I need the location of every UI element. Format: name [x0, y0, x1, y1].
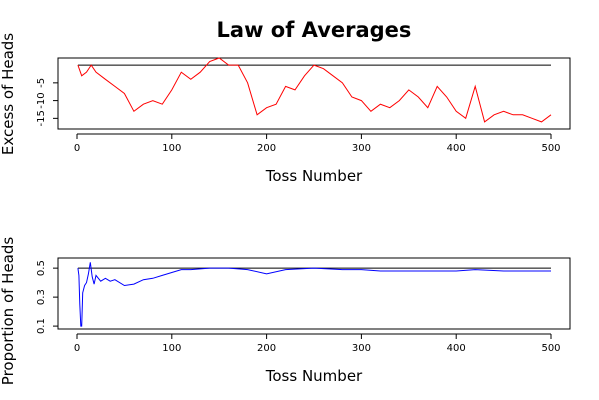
x-tick-label: 0 [74, 343, 80, 354]
x-tick-label: 100 [162, 343, 181, 354]
excess-heads-plot-frame [57, 57, 571, 130]
proportion-heads-x-axis: 0 100 200 300 400 500 [74, 333, 561, 354]
excess-heads-series [77, 57, 552, 123]
x-tick-label: 200 [257, 343, 276, 354]
excess-heads-y-axis: -15 -10 -5 [36, 78, 59, 127]
excess-heads-y-label: Excess of Heads [0, 33, 17, 155]
y-tick-label: 0.3 [36, 289, 47, 305]
y-tick-label: -15 [36, 110, 47, 126]
excess-heads-line-0 [77, 57, 552, 123]
proportion-heads-y-label: Proportion of Heads [0, 237, 17, 386]
excess-heads-x-label: Toss Number [265, 167, 363, 185]
x-tick-label: 200 [257, 143, 276, 154]
proportion-heads-line-0 [77, 262, 551, 327]
proportion-heads-y-axis: 0.1 0.3 0.5 [36, 260, 59, 334]
y-tick-label: -5 [36, 78, 47, 88]
excess-heads-panel: 0 100 200 300 400 500 -15 -10 -5 Toss Number Ex… [0, 33, 571, 185]
y-tick-label: 0.5 [36, 260, 47, 276]
proportion-heads-panel: 0 100 200 300 400 500 0.1 0.3 0.5 Toss Number P… [0, 237, 571, 386]
x-tick-label: 0 [74, 143, 80, 154]
proportion-heads-series [77, 262, 551, 327]
x-tick-label: 500 [541, 343, 560, 354]
excess-heads-x-axis: 0 100 200 300 400 500 [74, 133, 561, 154]
proportion-heads-plot-frame [57, 257, 571, 330]
y-tick-label: 0.1 [36, 318, 47, 334]
proportion-heads-x-label: Toss Number [265, 367, 363, 385]
chart-title: Law of Averages [217, 18, 412, 42]
x-tick-label: 100 [162, 143, 181, 154]
x-tick-label: 300 [352, 143, 371, 154]
y-tick-label: -10 [36, 92, 47, 108]
x-tick-label: 400 [447, 143, 466, 154]
x-tick-label: 500 [541, 143, 560, 154]
x-tick-label: 400 [447, 343, 466, 354]
x-tick-label: 300 [352, 343, 371, 354]
